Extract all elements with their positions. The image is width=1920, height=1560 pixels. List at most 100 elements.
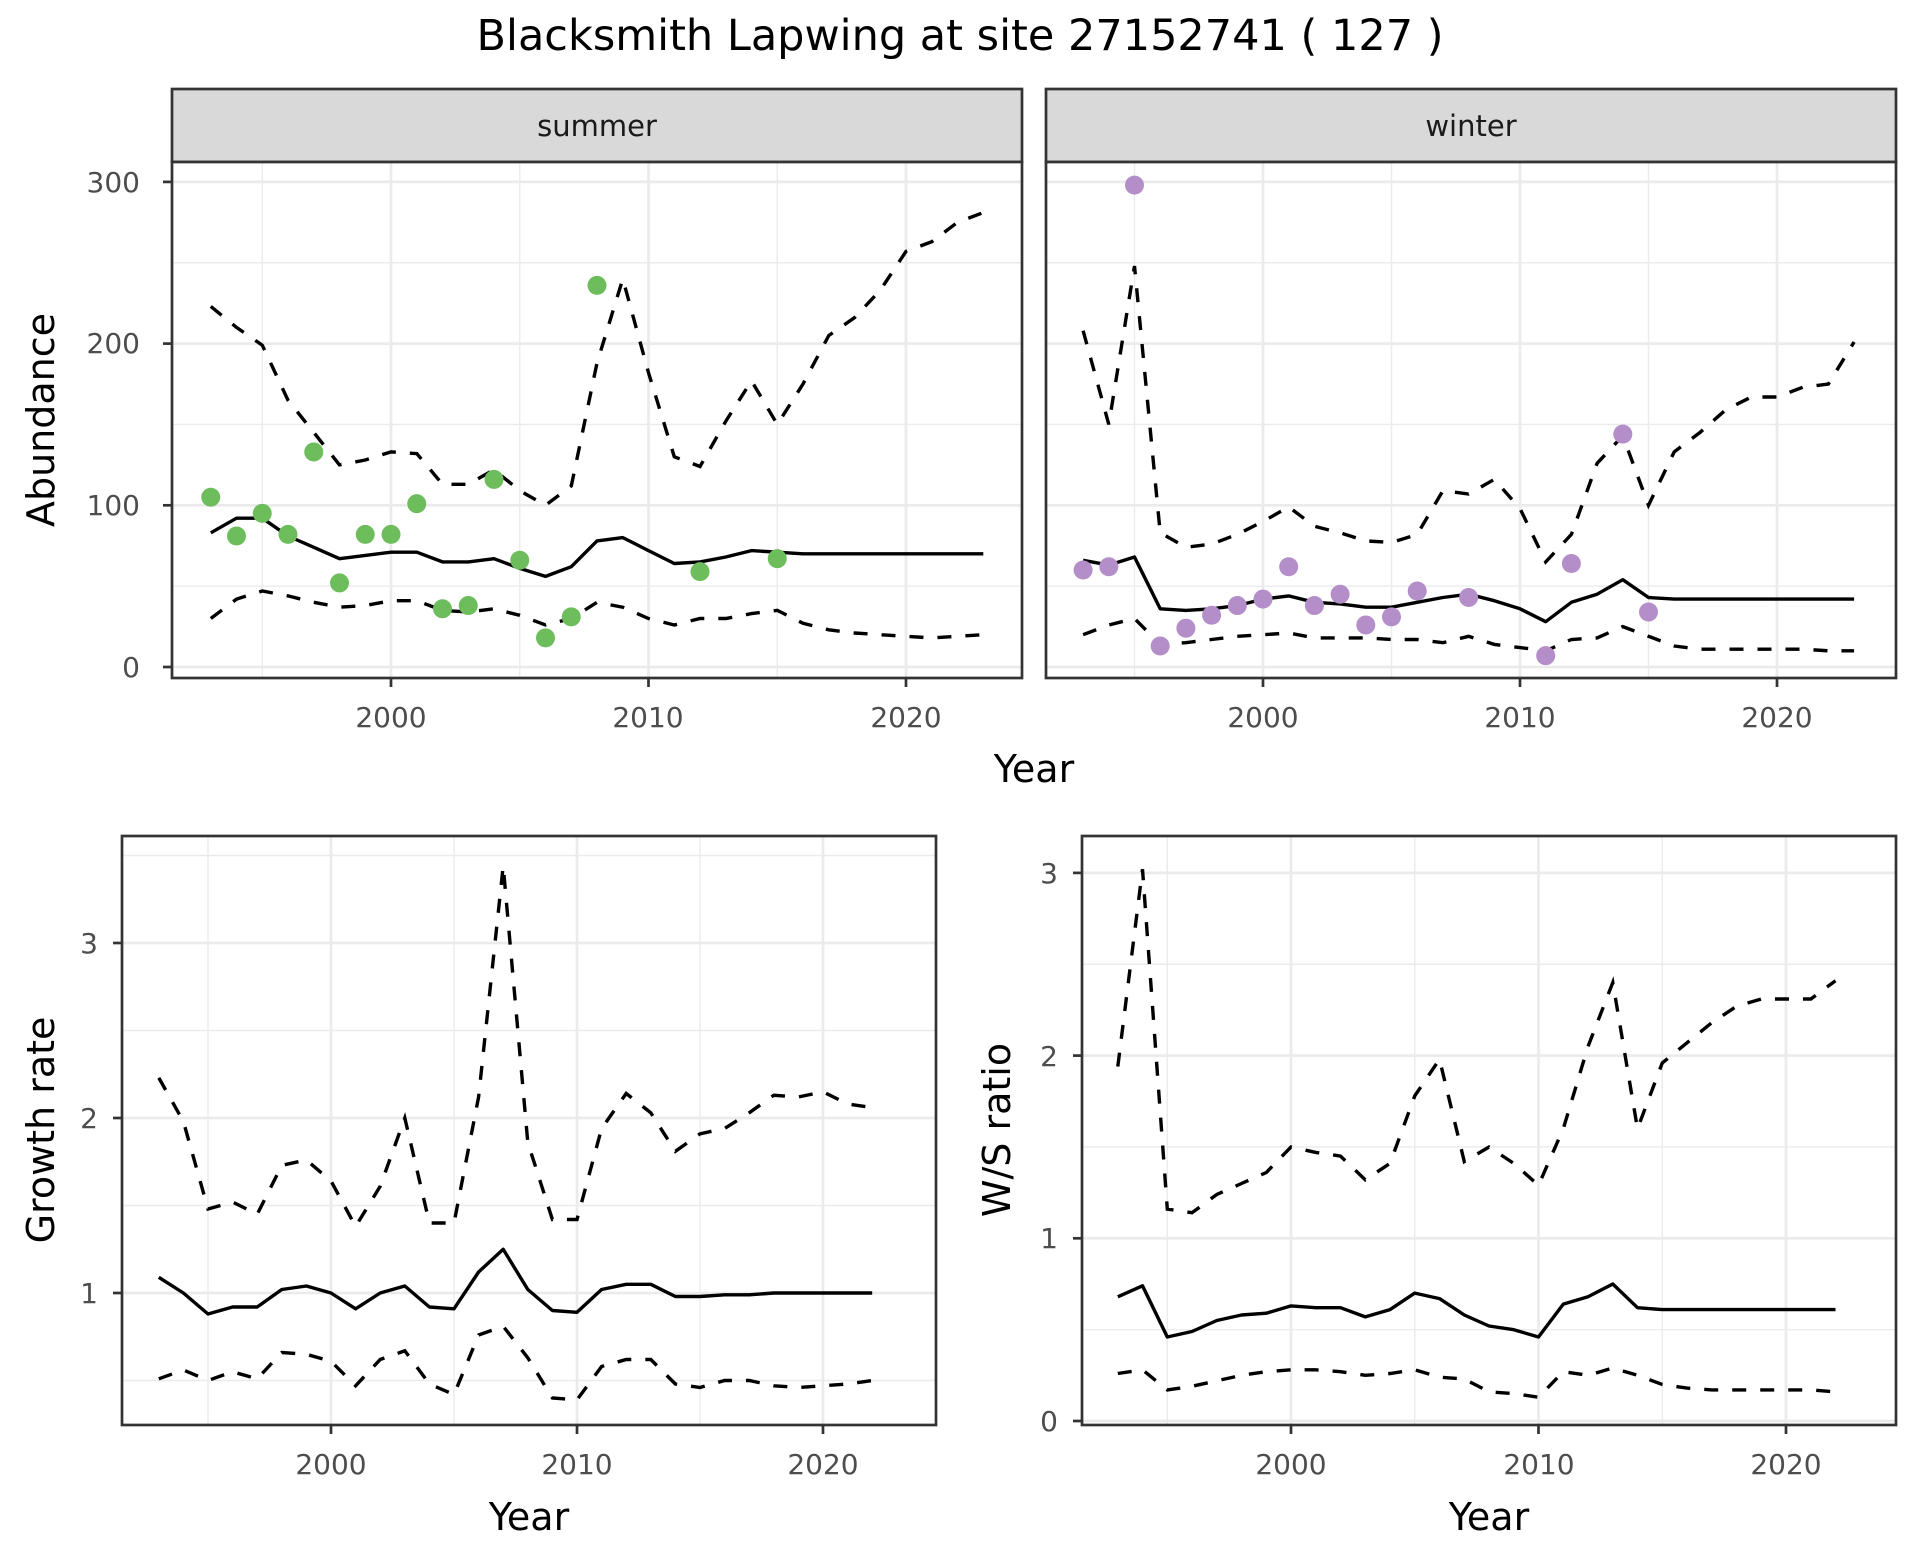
- y-tick-label: 2: [80, 1102, 98, 1135]
- observed-point: [433, 599, 452, 619]
- observed-point: [1330, 584, 1350, 604]
- observed-point: [1304, 596, 1324, 616]
- y-tick-label: 100: [87, 489, 140, 522]
- plot-background: [1082, 836, 1896, 1425]
- x-tick-label: 2020: [787, 1448, 858, 1481]
- observed-point: [1150, 636, 1170, 656]
- strip-label-winter: winter: [1425, 109, 1516, 143]
- series-line-mean: [209, 516, 984, 579]
- observed-point: [407, 494, 427, 514]
- x-tick-label: 2000: [1255, 1448, 1326, 1481]
- observed-point: [561, 607, 581, 627]
- x-tick-label: 2020: [1741, 701, 1812, 734]
- series-line-lower: [1117, 1366, 1836, 1400]
- y-axis-title-ws-ratio: W/S ratio: [975, 1043, 1019, 1217]
- series-line-upper: [1081, 265, 1856, 565]
- observed-point: [1561, 554, 1581, 574]
- x-tick-label: 2000: [1227, 701, 1298, 734]
- panel-summer: summer 300 200 100 0 2000 2010 2020: [87, 87, 1024, 734]
- observed-point: [1202, 605, 1222, 625]
- x-axis-title-growth: Year: [488, 1495, 570, 1539]
- grid-ws-ratio: [1082, 836, 1896, 1425]
- series-line-upper: [1116, 868, 1837, 1215]
- observed-point: [381, 524, 401, 544]
- observed-point: [1536, 646, 1556, 666]
- x-axis-title-top: Year: [993, 747, 1075, 791]
- observed-point: [1125, 175, 1144, 195]
- observed-point: [587, 275, 607, 295]
- x-tick-label: 2020: [870, 701, 941, 734]
- y-tick-label: 2: [1040, 1040, 1058, 1073]
- y-tick-label: 3: [1040, 857, 1058, 890]
- y-tick-label: 300: [87, 166, 140, 199]
- y-axis-title-growth: Growth rate: [19, 1017, 63, 1244]
- observed-point: [458, 596, 478, 616]
- y-tick-label: 200: [87, 327, 140, 360]
- series-line-mean: [157, 1247, 873, 1316]
- panel-border-winter: [1044, 160, 1898, 680]
- panel-border-growth: [120, 834, 938, 1427]
- series-ws-ratio: [1116, 868, 1837, 1400]
- observed-point: [278, 524, 298, 544]
- chart-title: Blacksmith Lapwing at site 27152741 ( 12…: [477, 11, 1444, 61]
- observed-point: [690, 562, 710, 582]
- series-line-lower: [1082, 616, 1855, 653]
- panel-border-ws-ratio: [1080, 834, 1898, 1427]
- panel-ws-ratio: 0 1 2 3 2000 2010 2020 Year W/S ratio: [975, 834, 1898, 1539]
- y-tick-label: 0: [122, 651, 140, 684]
- observed-point: [252, 503, 272, 523]
- observed-point: [1613, 424, 1633, 444]
- series-line-lower: [158, 1324, 873, 1402]
- panel-growth: 1 2 3 2000 2010 2020 Year Growth rate: [19, 834, 938, 1539]
- observed-point: [1227, 596, 1247, 616]
- x-axis-title-ws-ratio: Year: [1448, 1495, 1530, 1539]
- x-tick-label: 2020: [1750, 1448, 1821, 1481]
- x-tick-label: 2010: [541, 1448, 612, 1481]
- observed-point: [1459, 587, 1479, 607]
- observed-point: [767, 549, 787, 569]
- ticks-summer: [163, 180, 908, 687]
- observed-point: [355, 524, 375, 544]
- plot-background: [122, 836, 936, 1425]
- x-tick-label: 2000: [355, 701, 426, 734]
- grid-summer: [172, 162, 1022, 678]
- observed-point: [1382, 607, 1401, 627]
- series-winter: [1073, 175, 1856, 666]
- observed-point: [1639, 602, 1658, 622]
- series-summer: [201, 211, 984, 648]
- observed-point: [1253, 589, 1273, 609]
- plot-background: [172, 162, 1022, 678]
- observed-point: [330, 573, 349, 593]
- y-tick-label: 3: [80, 927, 98, 960]
- observed-point: [304, 442, 324, 462]
- y-axis-title-abundance: Abundance: [19, 313, 63, 527]
- observed-point: [1356, 615, 1376, 635]
- x-tick-label: 2010: [1484, 701, 1555, 734]
- y-tick-label: 1: [1040, 1222, 1058, 1255]
- series-line-mean: [1117, 1282, 1836, 1339]
- observed-point: [1073, 560, 1093, 580]
- observed-point: [201, 487, 221, 507]
- x-tick-label: 2010: [612, 701, 683, 734]
- observed-point: [510, 550, 530, 570]
- strip-label-summer: summer: [537, 109, 657, 143]
- observed-point: [1099, 557, 1119, 577]
- strip-summer: [170, 87, 1024, 164]
- observed-point: [484, 469, 504, 489]
- observed-point: [536, 628, 555, 648]
- ticks-winter: [1261, 678, 1779, 687]
- series-line-upper: [209, 211, 984, 508]
- x-tick-label: 2000: [295, 1448, 366, 1481]
- ticks-growth: [113, 941, 825, 1434]
- y-tick-label: 1: [80, 1277, 98, 1310]
- ticks-ws-ratio: [1073, 871, 1788, 1434]
- x-tick-label: 2010: [1503, 1448, 1574, 1481]
- observed-point: [227, 526, 246, 546]
- panel-border-summer: [170, 160, 1024, 680]
- series-growth: [157, 865, 873, 1402]
- series-line-lower: [209, 589, 984, 640]
- observed-point: [1407, 581, 1427, 601]
- observed-point: [1176, 618, 1196, 638]
- y-tick-label: 0: [1040, 1405, 1058, 1438]
